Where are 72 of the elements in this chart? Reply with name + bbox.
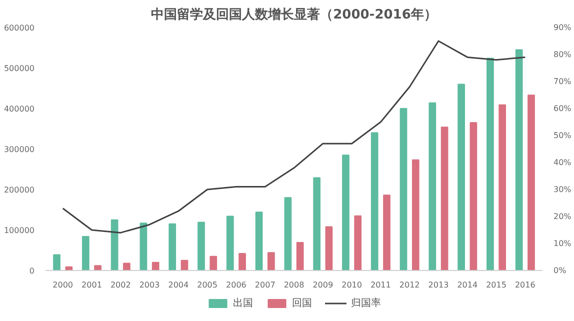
bar	[342, 154, 350, 270]
bar	[152, 262, 160, 270]
chart-title: 中国留学及回国人数增长显著（2000-2016年）	[151, 6, 437, 22]
bar	[255, 212, 263, 270]
x-tick-label: 2000	[52, 280, 74, 290]
bar	[470, 122, 478, 270]
bar	[123, 262, 130, 270]
bar	[458, 84, 465, 270]
x-tick-label: 2010	[342, 280, 362, 290]
bar	[498, 104, 506, 270]
y-tick-label: 0	[29, 266, 35, 276]
x-tick-label: 2003	[139, 280, 160, 290]
bar	[370, 132, 378, 270]
x-tick-label: 2002	[110, 280, 131, 290]
x-tick-label: 2008	[284, 280, 304, 290]
line-series	[62, 40, 526, 234]
x-tick-label: 2013	[428, 280, 449, 290]
bar	[180, 260, 188, 270]
bar	[486, 58, 494, 270]
bar	[238, 252, 246, 270]
y2-tick-label: 80%	[554, 50, 572, 59]
bar	[53, 254, 60, 270]
y-tick-label: 600000	[4, 24, 35, 32]
x-tick-label: 2011	[370, 280, 391, 290]
y-tick-label: 300000	[4, 145, 35, 154]
bar	[428, 102, 436, 270]
x-tick-label: 2012	[399, 280, 420, 290]
legend-label: 回国	[292, 297, 312, 310]
y2-tick-label: 10%	[554, 239, 572, 248]
x-tick-label: 2004	[168, 280, 189, 290]
x-tick-label: 2014	[457, 280, 478, 290]
x-tick-label: 2001	[82, 280, 102, 290]
y2-tick-label: 0%	[554, 266, 567, 275]
bar	[267, 252, 275, 270]
bar	[110, 219, 118, 270]
x-tick-label: 2015	[486, 280, 506, 290]
x-tick-label: 2005	[197, 280, 218, 290]
bar	[440, 126, 448, 270]
bar	[210, 256, 218, 270]
bar	[325, 226, 333, 270]
y2-tick-label: 50%	[554, 131, 572, 140]
bar	[412, 159, 420, 270]
x-tick-label: 2016	[514, 280, 536, 290]
x-tick-label: 2006	[226, 280, 246, 290]
y2-tick-label: 40%	[554, 158, 572, 167]
y2-tick-label: 70%	[554, 77, 572, 86]
y2-tick-label: 60%	[554, 104, 572, 113]
bar	[515, 49, 523, 270]
bar	[198, 222, 205, 270]
legend-label: 归国率	[351, 296, 381, 310]
bar	[383, 194, 390, 270]
bar	[296, 242, 304, 270]
y-tick-label: 200000	[4, 186, 35, 194]
y-tick-label: 100000	[4, 226, 35, 235]
bar	[313, 177, 321, 270]
y2-tick-label: 30%	[554, 185, 572, 194]
bar	[528, 94, 535, 270]
y-tick-label: 400000	[4, 104, 35, 114]
bar	[82, 236, 90, 270]
bar	[284, 197, 292, 270]
y2-tick-label: 90%	[554, 23, 572, 32]
bar	[400, 108, 408, 270]
y-tick-label: 500000	[4, 64, 35, 73]
x-tick-label: 2009	[312, 280, 334, 290]
y2-tick-label: 20%	[554, 212, 572, 221]
bar	[354, 215, 362, 270]
bar	[226, 216, 234, 270]
legend-label: 出国	[233, 296, 253, 310]
x-tick-label: 2007	[254, 280, 276, 290]
bar	[168, 223, 176, 270]
bar	[140, 222, 148, 270]
bar	[94, 265, 102, 270]
